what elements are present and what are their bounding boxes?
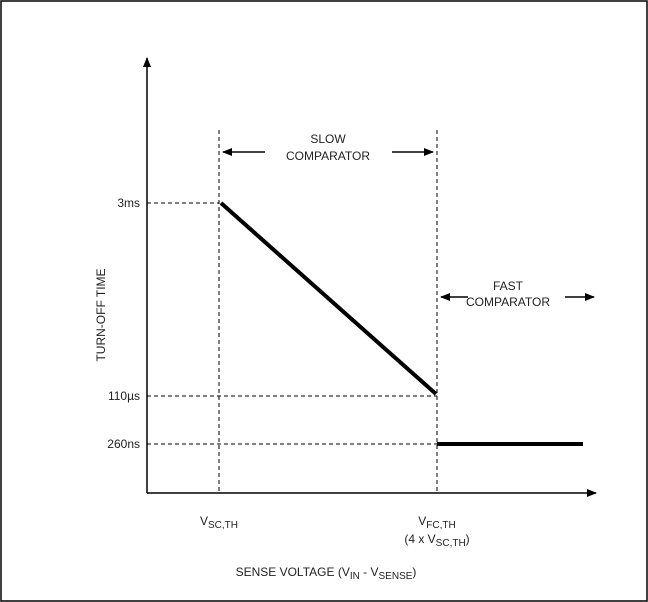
x-axis-label: SENSE VOLTAGE (VIN - VSENSE) xyxy=(236,565,417,582)
fast-region-label-line2: COMPARATOR xyxy=(466,295,550,309)
slow-region-label-line1: SLOW xyxy=(310,132,346,146)
y-axis-label: TURN-OFF TIME xyxy=(94,268,108,361)
fast-region-label-line1: FAST xyxy=(493,279,524,293)
slow-region-label-line2: COMPARATOR xyxy=(286,149,370,163)
x-tick-vsc: VSC,TH xyxy=(200,514,238,531)
y-tick-3ms: 3ms xyxy=(117,196,140,210)
y-tick-260ns: 260ns xyxy=(107,437,140,451)
y-tick-110us: 110µs xyxy=(108,389,140,403)
slow-comparator-series-line xyxy=(219,201,438,396)
x-tick-vfc-line2: (4 x VSC,TH) xyxy=(404,532,469,549)
x-tick-vfc: VFC,TH xyxy=(418,514,455,531)
